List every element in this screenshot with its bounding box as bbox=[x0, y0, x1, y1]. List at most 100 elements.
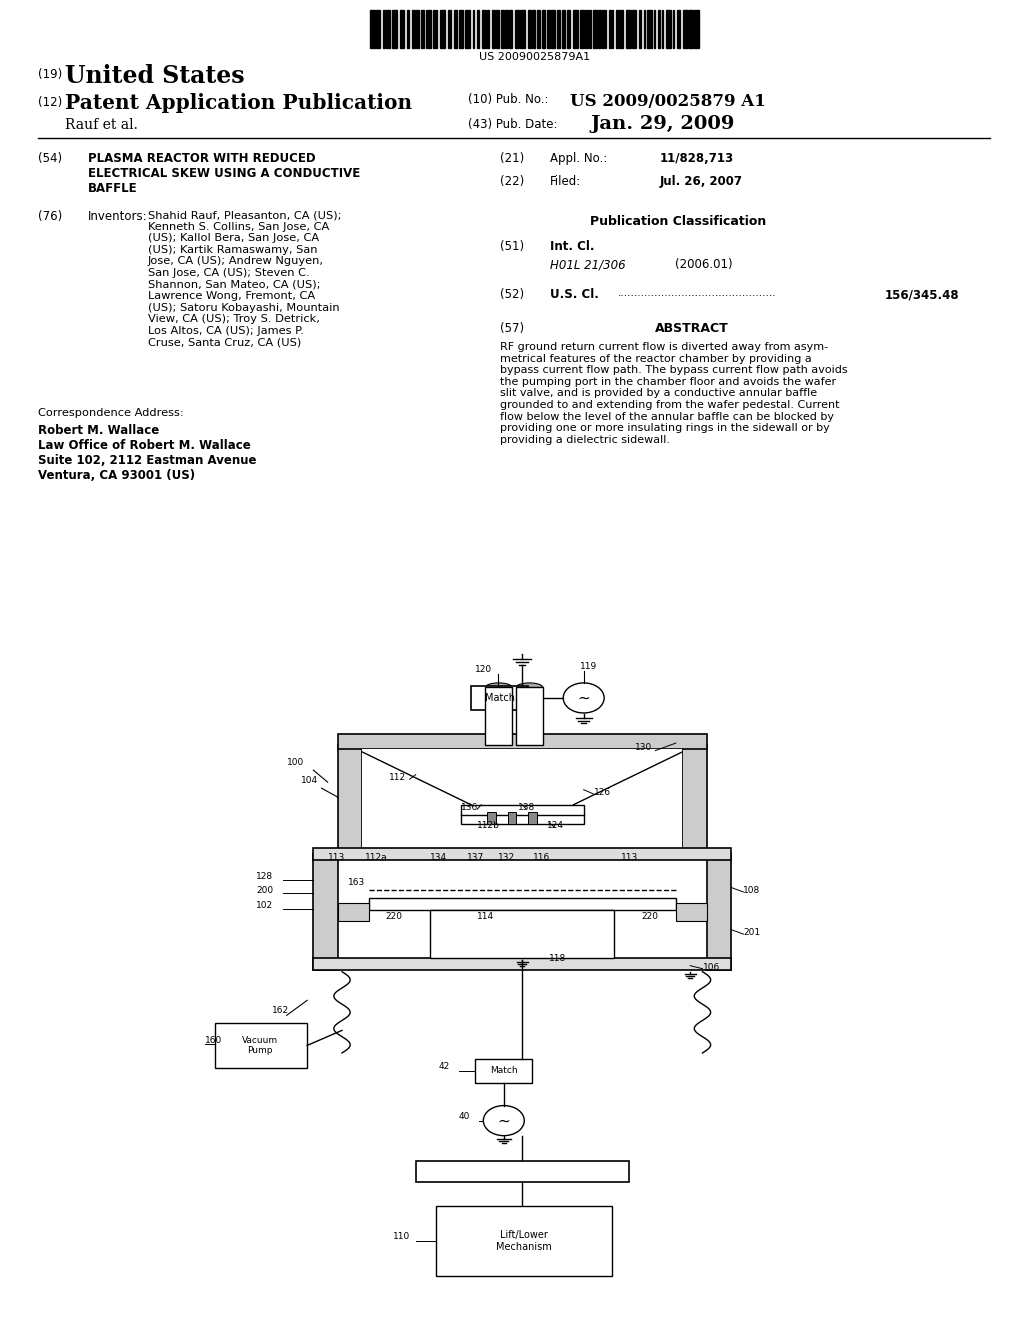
Bar bbox=[436, 1206, 612, 1275]
Text: ABSTRACT: ABSTRACT bbox=[655, 322, 729, 335]
Bar bbox=[376, 11, 380, 48]
Text: 220: 220 bbox=[641, 912, 658, 920]
Text: Publication Classification: Publication Classification bbox=[590, 215, 766, 228]
Text: 104: 104 bbox=[301, 776, 318, 785]
Text: 132: 132 bbox=[498, 853, 515, 862]
Text: 114: 114 bbox=[477, 912, 495, 920]
Bar bbox=[573, 11, 578, 48]
Bar bbox=[707, 854, 731, 970]
Bar bbox=[416, 11, 419, 48]
Text: 110: 110 bbox=[393, 1232, 411, 1241]
Bar bbox=[527, 11, 530, 48]
Text: 134: 134 bbox=[430, 853, 447, 862]
Text: Match: Match bbox=[484, 693, 515, 704]
Text: Match: Match bbox=[490, 1067, 517, 1076]
Bar bbox=[557, 11, 560, 48]
Text: 108: 108 bbox=[743, 886, 761, 895]
Bar bbox=[677, 11, 680, 48]
Bar bbox=[598, 11, 601, 48]
Text: (12): (12) bbox=[38, 96, 62, 110]
Text: (21): (21) bbox=[500, 152, 524, 165]
Text: Jan. 29, 2009: Jan. 29, 2009 bbox=[590, 115, 734, 133]
Bar bbox=[520, 11, 524, 48]
Bar bbox=[662, 11, 663, 48]
Text: (10) Pub. No.:: (10) Pub. No.: bbox=[468, 92, 549, 106]
Bar bbox=[682, 744, 707, 858]
Text: 42: 42 bbox=[438, 1063, 450, 1071]
Text: (43) Pub. Date:: (43) Pub. Date: bbox=[468, 117, 557, 131]
Text: Vacuum
Pump: Vacuum Pump bbox=[242, 1036, 279, 1055]
Text: 40: 40 bbox=[459, 1111, 470, 1121]
Ellipse shape bbox=[485, 682, 512, 692]
Bar bbox=[465, 11, 469, 48]
Bar bbox=[447, 11, 451, 48]
Text: (54): (54) bbox=[38, 152, 62, 165]
Bar bbox=[313, 854, 338, 970]
Text: Shahid Rauf, Pleasanton, CA (US);
Kenneth S. Collins, San Jose, CA
(US); Kallol : Shahid Rauf, Pleasanton, CA (US); Kennet… bbox=[148, 210, 341, 347]
Text: 112: 112 bbox=[389, 774, 407, 783]
Text: 116: 116 bbox=[532, 853, 550, 862]
Text: 128: 128 bbox=[256, 873, 273, 882]
Bar bbox=[616, 11, 617, 48]
Bar bbox=[477, 11, 478, 48]
Text: Robert M. Wallace
Law Office of Robert M. Wallace
Suite 102, 2112 Eastman Avenue: Robert M. Wallace Law Office of Robert M… bbox=[38, 424, 256, 482]
Text: Rauf et al.: Rauf et al. bbox=[65, 117, 138, 132]
Bar bbox=[421, 11, 424, 48]
Text: 136: 136 bbox=[461, 804, 478, 812]
Bar bbox=[505, 11, 508, 48]
Text: (52): (52) bbox=[500, 288, 524, 301]
Text: 106: 106 bbox=[702, 962, 720, 972]
Text: 113: 113 bbox=[328, 853, 345, 862]
Bar bbox=[626, 11, 631, 48]
Text: 124: 124 bbox=[547, 821, 564, 830]
Bar bbox=[481, 11, 486, 48]
Bar bbox=[537, 11, 540, 48]
Bar bbox=[609, 11, 610, 48]
Bar bbox=[313, 958, 731, 970]
Bar bbox=[496, 11, 499, 48]
Text: Correspondence Address:: Correspondence Address: bbox=[38, 408, 183, 418]
Bar bbox=[562, 11, 565, 48]
Text: Inventors:: Inventors: bbox=[88, 210, 147, 223]
Bar bbox=[215, 1023, 307, 1068]
Bar bbox=[426, 11, 427, 48]
Text: H01L 21/306: H01L 21/306 bbox=[550, 257, 626, 271]
Bar bbox=[433, 11, 434, 48]
Text: 220: 220 bbox=[385, 912, 402, 920]
Bar bbox=[647, 11, 651, 48]
Bar bbox=[430, 909, 614, 958]
Bar bbox=[435, 11, 437, 48]
Bar bbox=[338, 734, 707, 748]
Bar bbox=[362, 748, 682, 858]
Bar bbox=[643, 11, 645, 48]
Bar bbox=[658, 11, 659, 48]
Ellipse shape bbox=[516, 682, 543, 692]
Bar bbox=[618, 11, 623, 48]
Bar bbox=[487, 11, 488, 48]
Bar bbox=[694, 11, 698, 48]
Text: (76): (76) bbox=[38, 210, 62, 223]
Text: 119: 119 bbox=[580, 661, 597, 671]
Text: 201: 201 bbox=[743, 928, 761, 937]
Bar bbox=[676, 903, 707, 920]
Text: 200: 200 bbox=[256, 886, 273, 895]
Text: ~: ~ bbox=[578, 690, 590, 705]
Text: 120: 120 bbox=[475, 665, 493, 675]
Bar bbox=[547, 11, 550, 48]
Bar bbox=[589, 11, 591, 48]
Text: (2006.01): (2006.01) bbox=[675, 257, 732, 271]
Bar bbox=[392, 11, 396, 48]
Bar bbox=[407, 11, 409, 48]
Bar bbox=[528, 812, 537, 824]
Text: 163: 163 bbox=[348, 879, 366, 887]
Text: U.S. Cl.: U.S. Cl. bbox=[550, 288, 599, 301]
Bar bbox=[509, 11, 512, 48]
Text: 156/345.48: 156/345.48 bbox=[885, 288, 959, 301]
Bar bbox=[338, 903, 369, 920]
Text: 100: 100 bbox=[287, 758, 304, 767]
Text: US 20090025879A1: US 20090025879A1 bbox=[479, 51, 591, 62]
Bar bbox=[492, 11, 495, 48]
Bar bbox=[688, 11, 693, 48]
Bar bbox=[531, 11, 535, 48]
Text: 118: 118 bbox=[549, 953, 566, 962]
